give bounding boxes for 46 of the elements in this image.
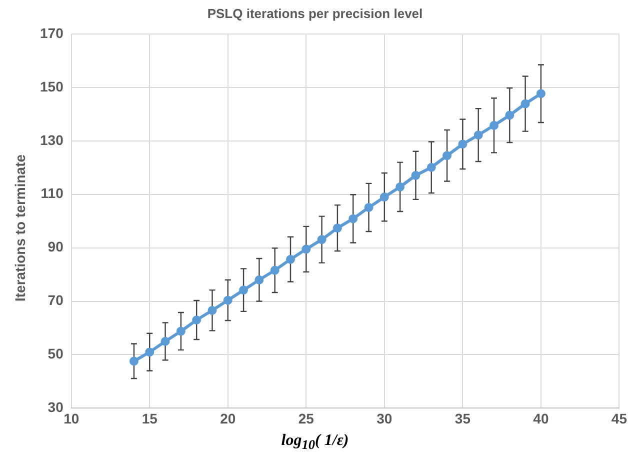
point <box>129 356 138 366</box>
x-axis-title: log$_{10}$( 1/ε) <box>280 432 350 454</box>
point <box>223 296 232 305</box>
point <box>442 151 452 160</box>
point <box>505 110 514 120</box>
y-tick-label: 130 <box>40 132 64 148</box>
y-tick-label: 30 <box>48 399 64 416</box>
point <box>254 275 264 284</box>
y-tick-label: 150 <box>40 78 64 94</box>
point <box>302 244 311 254</box>
point <box>411 170 420 180</box>
point <box>239 286 248 295</box>
x-tick-label: 40 <box>533 410 549 426</box>
x-tick-label: 30 <box>376 410 392 426</box>
point <box>396 182 405 192</box>
y-axis-title: Iterations to terminate <box>12 153 28 304</box>
point <box>145 348 154 357</box>
x-tick-label: 20 <box>220 410 236 426</box>
chart-title: PSLQ iterations per precision level <box>206 6 424 21</box>
x-tick-label: 25 <box>298 410 314 426</box>
point <box>348 214 358 224</box>
point <box>474 130 483 140</box>
point <box>176 326 186 336</box>
x-tick-label: 15 <box>142 410 158 426</box>
y-tick-label: 50 <box>48 346 64 362</box>
y-tick-label: 170 <box>40 24 64 41</box>
point <box>536 89 546 98</box>
point <box>270 266 280 275</box>
point <box>489 120 498 130</box>
point <box>380 192 389 202</box>
point <box>317 235 326 244</box>
point <box>332 224 342 233</box>
point <box>286 254 295 264</box>
point <box>208 306 217 315</box>
point <box>192 315 202 324</box>
y-tick-label: 90 <box>48 238 64 255</box>
y-tick-label: 110 <box>40 185 64 202</box>
point <box>458 140 468 149</box>
point <box>426 162 436 172</box>
x-tick-label: 10 <box>64 410 80 426</box>
x-tick-label: 35 <box>454 410 471 426</box>
x-tick-label: 45 <box>611 410 628 426</box>
y-tick-label: 70 <box>48 292 64 308</box>
point <box>520 99 530 108</box>
point <box>364 202 374 212</box>
point <box>160 336 170 346</box>
